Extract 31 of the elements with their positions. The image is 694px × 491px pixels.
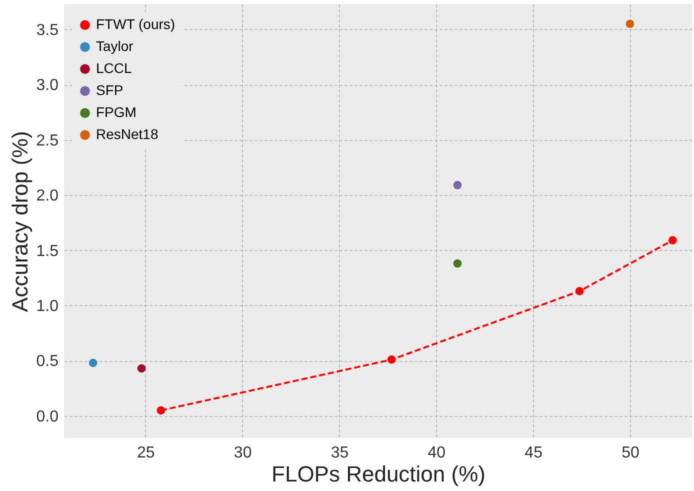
y-axis-title: Accuracy drop (%) [7, 131, 32, 312]
y-tick-label: 1.0 [36, 298, 59, 315]
x-tick-label: 30 [234, 444, 252, 462]
legend-label: Taylor [96, 38, 134, 54]
legend-label: FTWT (ours) [96, 16, 176, 32]
y-tick-label: 0.5 [36, 353, 59, 370]
point [668, 236, 677, 244]
y-tick-label: 0.0 [36, 408, 59, 426]
x-axis-title: FLOPs Reduction (%) [272, 462, 486, 486]
point [387, 355, 396, 364]
x-tick-label: 35 [330, 444, 349, 462]
legend-label: FPGM [96, 104, 136, 120]
point [88, 358, 98, 368]
y-tick-label: 2.0 [36, 188, 59, 205]
y-tick-label: 1.5 [36, 242, 59, 260]
y-tick-label: 3.5 [36, 22, 59, 39]
legend-label: SFP [96, 82, 124, 98]
point [453, 259, 462, 268]
point [137, 364, 146, 373]
x-tick-label: 45 [524, 444, 543, 462]
legend-label: ResNet18 [96, 126, 158, 142]
point [156, 406, 166, 415]
point [575, 286, 584, 296]
x-tick-label: 50 [622, 444, 640, 462]
y-tick-label: 2.5 [36, 132, 59, 150]
legend-label: LCCL [96, 60, 132, 76]
y-tick-label: 3.0 [36, 77, 59, 94]
x-tick-label: 25 [137, 444, 155, 462]
point [453, 180, 462, 190]
x-tick-label: 40 [428, 444, 446, 462]
point [626, 20, 634, 28]
